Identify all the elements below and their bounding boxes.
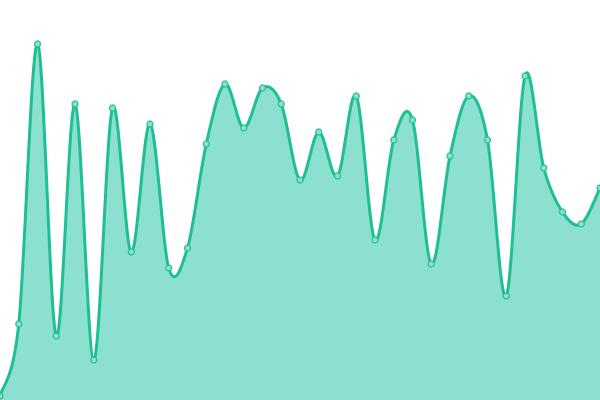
- data-point-22: [408, 116, 417, 124]
- area-fill: [0, 43, 600, 400]
- data-point-8: [146, 120, 154, 128]
- data-point-5: [90, 356, 98, 364]
- data-point-30: [558, 208, 567, 216]
- data-point-0: [0, 392, 4, 400]
- data-point-19: [352, 92, 360, 100]
- data-point-17: [315, 128, 323, 136]
- data-point-21: [390, 136, 398, 144]
- data-point-32: [596, 184, 600, 192]
- data-point-31: [577, 220, 585, 228]
- data-point-27: [502, 292, 510, 300]
- data-point-28: [521, 72, 529, 80]
- data-point-2: [33, 40, 42, 48]
- data-point-25: [465, 92, 473, 100]
- data-point-23: [427, 260, 435, 268]
- data-point-13: [240, 124, 248, 132]
- data-point-24: [446, 152, 454, 160]
- data-point-16: [296, 176, 304, 184]
- data-point-29: [540, 164, 548, 172]
- data-point-7: [127, 248, 135, 256]
- data-point-9: [165, 264, 173, 272]
- data-point-12: [221, 80, 229, 88]
- data-markers: [0, 40, 600, 400]
- data-point-1: [15, 320, 23, 328]
- data-point-26: [483, 136, 492, 144]
- data-point-6: [108, 104, 117, 112]
- series-line: [0, 42, 600, 397]
- data-point-15: [277, 100, 285, 108]
- data-point-18: [333, 172, 342, 180]
- data-point-11: [202, 140, 210, 148]
- data-point-10: [183, 244, 192, 252]
- data-point-3: [52, 332, 60, 340]
- data-point-14: [258, 84, 267, 92]
- data-point-4: [71, 100, 79, 108]
- data-point-20: [371, 236, 379, 244]
